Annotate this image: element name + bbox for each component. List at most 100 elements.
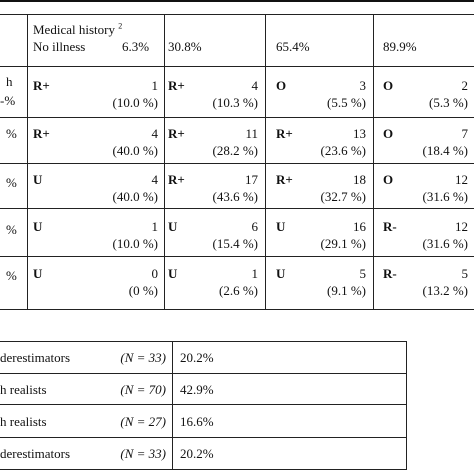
- cell-pct: (2.6 %): [219, 283, 258, 298]
- cell-count: 1: [151, 78, 159, 93]
- cell-pct: (32.7 %): [320, 189, 367, 204]
- cell-code: U: [168, 266, 178, 281]
- summary-n: (N = 70): [120, 382, 166, 397]
- cell-count: 7: [461, 126, 469, 141]
- cell-code: U: [33, 172, 43, 187]
- cell-pct: (40.0 %): [112, 189, 159, 204]
- grid-line: [406, 341, 407, 470]
- cell-count: 17: [245, 172, 258, 187]
- cell-count: 11: [245, 126, 258, 141]
- cell-count: 12: [455, 172, 468, 187]
- cell-count: 12: [455, 219, 468, 234]
- cell-count: 3: [359, 78, 367, 93]
- cell-pct: (43.6 %): [212, 189, 259, 204]
- grid-line: [0, 66, 474, 67]
- grid-line: [0, 341, 407, 342]
- grid-line: [0, 437, 407, 438]
- row-stub: -%: [0, 93, 16, 108]
- cell-count: 6: [251, 219, 259, 234]
- summary-label: h realists: [0, 382, 47, 397]
- cell-code: O: [383, 78, 394, 93]
- cell-code: R+: [168, 172, 185, 187]
- grid-line: [0, 117, 474, 118]
- summary-n: (N = 27): [120, 414, 166, 429]
- row-stub: %: [6, 268, 17, 283]
- cell-code: O: [383, 126, 394, 141]
- cell-count: 2: [461, 78, 469, 93]
- cell-count: 0: [151, 266, 159, 281]
- summary-n: (N = 33): [120, 446, 166, 461]
- summary-pct: 16.6%: [180, 414, 214, 429]
- grid-line: [0, 469, 407, 470]
- cell-pct: (13.2 %): [422, 283, 469, 298]
- cell-code: R+: [168, 126, 185, 141]
- cell-count: 5: [461, 266, 469, 281]
- cell-count: 13: [353, 126, 366, 141]
- cell-pct: (10.0 %): [112, 236, 159, 251]
- grid-line: [27, 14, 28, 310]
- cell-count: 4: [151, 172, 159, 187]
- cell-code: R-: [383, 219, 397, 234]
- cell-code: R+: [168, 78, 185, 93]
- cell-pct: (5.3 %): [429, 95, 468, 110]
- cell-code: O: [383, 172, 394, 187]
- summary-pct: 20.2%: [180, 446, 214, 461]
- cell-code: U: [276, 219, 286, 234]
- cell-pct: (10.0 %): [112, 95, 159, 110]
- row-stub: h: [6, 74, 13, 89]
- cell-count: 16: [353, 219, 366, 234]
- summary-label: h realists: [0, 414, 47, 429]
- grid-line: [0, 309, 474, 310]
- cell-pct: (18.4 %): [422, 143, 469, 158]
- cell-code: U: [33, 266, 43, 281]
- col1-pct: 6.3%: [122, 39, 150, 54]
- cell-pct: (29.1 %): [320, 236, 367, 251]
- cell-count: 4: [151, 126, 159, 141]
- grid-line: [172, 341, 173, 470]
- cell-pct: (40.0 %): [112, 143, 159, 158]
- cell-pct: (23.6 %): [320, 143, 367, 158]
- grid-line: [265, 14, 266, 310]
- summary-label: derestimators: [0, 350, 71, 365]
- summary-pct: 20.2%: [180, 350, 214, 365]
- row-stub: %: [6, 126, 17, 141]
- col3-pct: 65.4%: [276, 39, 310, 54]
- cell-code: R-: [383, 266, 397, 281]
- medical-history-header: Medical history 2: [33, 22, 122, 37]
- cell-code: U: [276, 266, 286, 281]
- cell-code: U: [33, 219, 43, 234]
- cell-pct: (0 %): [128, 283, 158, 298]
- cell-pct: (15.4 %): [212, 236, 259, 251]
- grid-line: [0, 373, 407, 374]
- cell-code: U: [168, 219, 178, 234]
- cell-count: 1: [151, 219, 159, 234]
- grid-line: [164, 14, 165, 310]
- col1-label: No illness: [33, 39, 86, 54]
- summary-n: (N = 33): [120, 350, 166, 365]
- cell-count: 5: [359, 266, 367, 281]
- col2-pct: 30.8%: [168, 39, 202, 54]
- medical-history-label: Medical history: [33, 22, 115, 37]
- cell-pct: (10.3 %): [212, 95, 259, 110]
- summary-label: derestimators: [0, 446, 71, 461]
- cell-count: 4: [251, 78, 259, 93]
- grid-line: [0, 163, 474, 164]
- cell-pct: (31.6 %): [422, 236, 469, 251]
- cell-pct: (28.2 %): [212, 143, 259, 158]
- col4-pct: 89.9%: [383, 39, 417, 54]
- grid-line: [0, 14, 474, 15]
- grid-line: [373, 14, 374, 310]
- cell-code: R+: [276, 126, 293, 141]
- cell-code: R+: [33, 126, 50, 141]
- cell-count: 1: [251, 266, 259, 281]
- cell-pct: (31.6 %): [422, 189, 469, 204]
- row-stub: %: [6, 222, 17, 237]
- cell-pct: (9.1 %): [327, 283, 366, 298]
- grid-line: [0, 208, 474, 209]
- grid-line: [0, 404, 407, 405]
- cell-pct: (5.5 %): [327, 95, 366, 110]
- row-stub: %: [6, 175, 17, 190]
- cell-code: R+: [33, 78, 50, 93]
- top-rule: [0, 0, 474, 2]
- cell-code: R+: [276, 172, 293, 187]
